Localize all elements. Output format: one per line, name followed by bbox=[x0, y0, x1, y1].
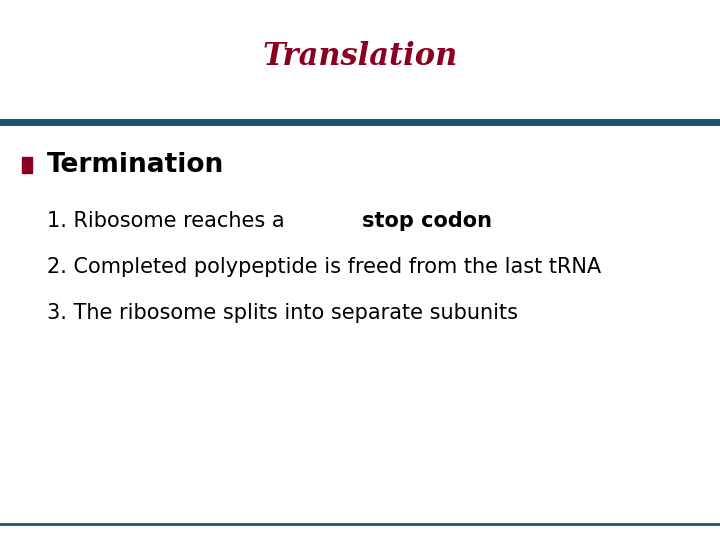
Bar bbox=[22, 157, 32, 173]
Text: Translation: Translation bbox=[262, 41, 458, 72]
Text: 2. Completed polypeptide is freed from the last tRNA: 2. Completed polypeptide is freed from t… bbox=[47, 257, 601, 278]
Text: 3. The ribosome splits into separate subunits: 3. The ribosome splits into separate sub… bbox=[47, 303, 518, 323]
Text: stop codon: stop codon bbox=[362, 211, 492, 232]
Text: Termination: Termination bbox=[47, 152, 224, 178]
Text: 1. Ribosome reaches a: 1. Ribosome reaches a bbox=[47, 211, 291, 232]
